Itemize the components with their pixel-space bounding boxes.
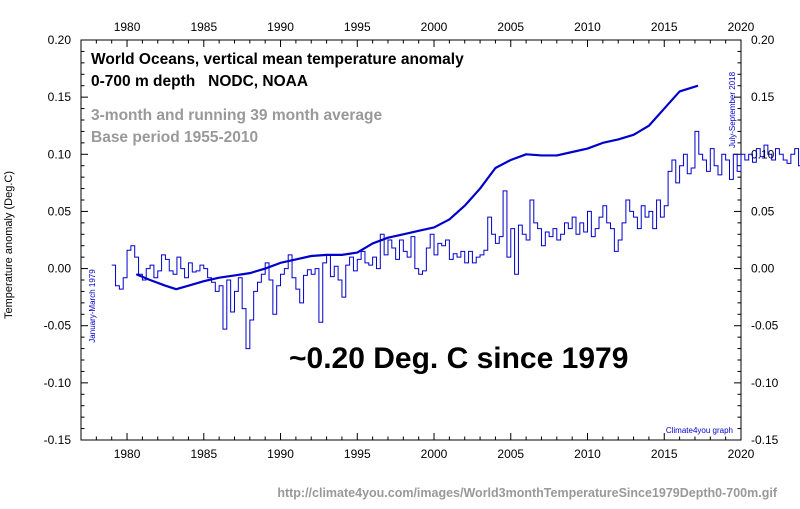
end-period-label: July-September 2018 (728, 71, 737, 148)
x-tick-label-top: 2015 (651, 20, 678, 34)
y-tick-label-right: -0.15 (751, 433, 779, 447)
y-tick-label-left: 0.20 (48, 33, 72, 47)
footer-url: http://climate4you.com/images/World3mont… (277, 486, 778, 500)
chart-title: World Oceans, vertical mean temperature … (91, 51, 464, 68)
y-tick-label-right: 0.05 (751, 204, 775, 218)
x-tick-label-top: 1980 (114, 20, 141, 34)
chart-subtitle-line2: Base period 1955-2010 (91, 129, 258, 146)
chart-subtitle: 3-month and running 39 month average (91, 107, 382, 124)
chart-title-line2: 0-700 m depth NODC, NOAA (91, 73, 308, 90)
y-axis-label: Temperature anomaly (Deg.C) (3, 171, 15, 319)
y-tick-label-right: 0.15 (751, 90, 775, 104)
x-tick-label-bottom: 1980 (114, 447, 141, 461)
chart-annotation: ~0.20 Deg. C since 1979 (289, 342, 628, 375)
credit-label: Climate4you graph (666, 426, 733, 435)
y-tick-label-left: -0.05 (44, 319, 72, 333)
x-tick-label-top: 1985 (190, 20, 217, 34)
x-tick-label-bottom: 2020 (728, 447, 755, 461)
x-tick-label-bottom: 1985 (190, 447, 217, 461)
x-tick-label-top: 1990 (267, 20, 294, 34)
x-tick-label-top: 1995 (344, 20, 371, 34)
x-tick-label-top: 2010 (574, 20, 601, 34)
y-tick-label-left: 0.05 (48, 204, 72, 218)
x-tick-label-bottom: 2005 (497, 447, 524, 461)
y-tick-label-left: -0.15 (44, 433, 72, 447)
y-tick-label-right: 0.00 (751, 262, 775, 276)
y-tick-label-left: 0.15 (48, 90, 72, 104)
start-period-label: January-March 1979 (88, 269, 97, 343)
y-tick-label-right: 0.10 (751, 147, 775, 161)
x-tick-label-bottom: 2015 (651, 447, 678, 461)
x-tick-label-top: 2005 (497, 20, 524, 34)
x-tick-label-top: 2020 (728, 20, 755, 34)
x-tick-label-bottom: 1990 (267, 447, 294, 461)
x-tick-label-top: 2000 (421, 20, 448, 34)
x-tick-label-bottom: 2010 (574, 447, 601, 461)
series-running-average-line (135, 84, 699, 291)
y-tick-label-left: -0.10 (44, 376, 72, 390)
x-tick-label-bottom: 2000 (421, 447, 448, 461)
y-tick-label-left: 0.00 (48, 262, 72, 276)
y-tick-label-right: 0.20 (751, 33, 775, 47)
y-tick-label-left: 0.10 (48, 147, 72, 161)
y-tick-label-right: -0.05 (751, 319, 779, 333)
y-tick-label-right: -0.10 (751, 376, 779, 390)
x-tick-label-bottom: 1995 (344, 447, 371, 461)
